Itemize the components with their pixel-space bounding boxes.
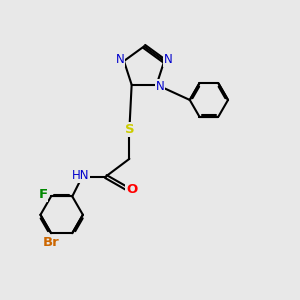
Text: N: N xyxy=(164,53,172,66)
Text: O: O xyxy=(126,183,137,196)
Text: N: N xyxy=(156,80,165,93)
Text: Br: Br xyxy=(43,236,59,249)
Text: HN: HN xyxy=(72,169,90,182)
Text: N: N xyxy=(116,53,124,66)
Text: S: S xyxy=(124,123,134,136)
Text: F: F xyxy=(38,188,47,201)
